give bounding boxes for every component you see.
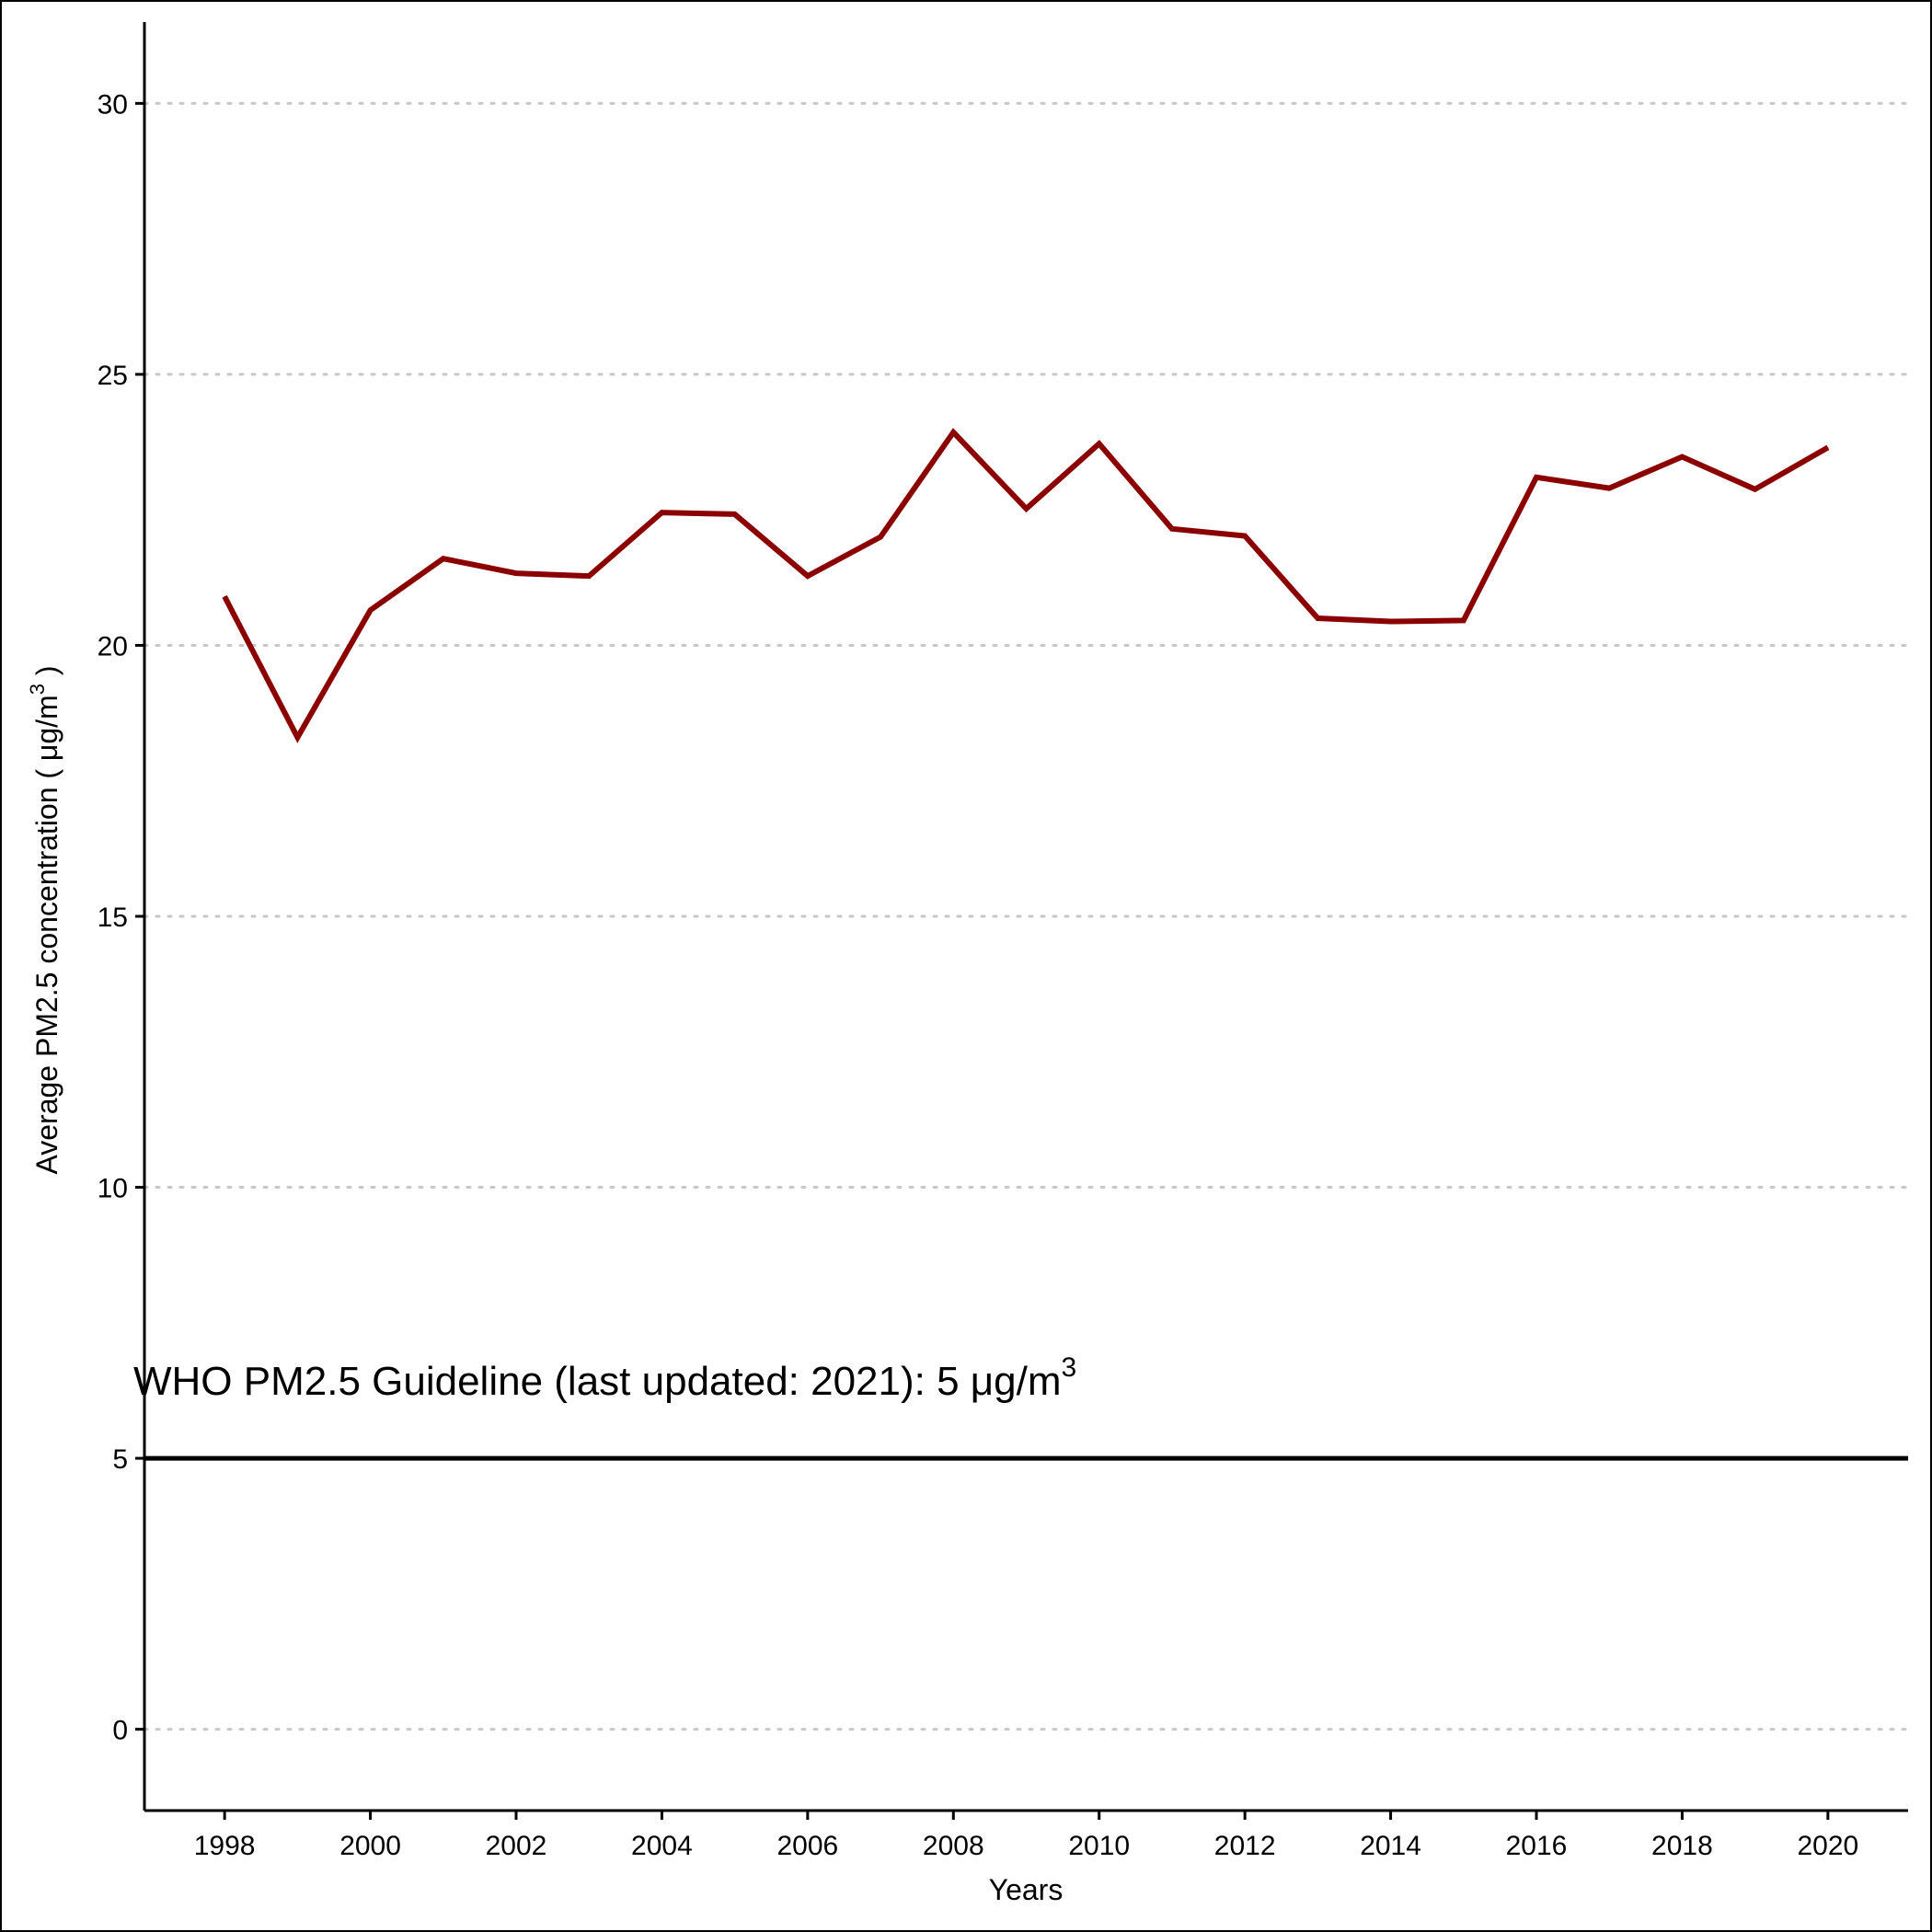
y-tick-label: 5 [112, 1444, 128, 1475]
y-tick-label: 10 [98, 1174, 128, 1204]
y-axis-title-main: Average PM2.5 concentration ( μg/m [30, 695, 63, 1174]
data-point [734, 513, 736, 515]
data-point [1390, 621, 1392, 623]
data-point [224, 595, 225, 597]
data-point [1171, 528, 1173, 530]
x-tick-label: 2008 [923, 1831, 984, 1861]
x-tick-label: 2002 [486, 1831, 547, 1861]
data-point [1244, 535, 1246, 536]
data-point [952, 431, 954, 433]
x-tick-label: 2004 [631, 1831, 693, 1861]
y-tick-label: 25 [98, 361, 128, 391]
data-point [661, 512, 662, 513]
x-axis-title: Years [989, 1873, 1064, 1906]
guideline-annotation-superscript: 3 [1062, 1352, 1077, 1383]
y-tick-label: 20 [98, 631, 128, 661]
data-point [807, 575, 809, 577]
data-point [588, 575, 590, 577]
x-tick-label: 1998 [194, 1831, 256, 1861]
guideline-annotation-main: WHO PM2.5 Guideline (last updated: 2021)… [133, 1359, 1062, 1404]
x-tick-label: 2012 [1214, 1831, 1276, 1861]
x-tick-label: 2018 [1651, 1831, 1713, 1861]
x-tick-label: 2016 [1506, 1831, 1568, 1861]
guideline-annotation: WHO PM2.5 Guideline (last updated: 2021)… [133, 1352, 1076, 1404]
data-point [1681, 455, 1683, 457]
data-point [1317, 617, 1318, 619]
data-point [1026, 508, 1027, 510]
x-tick-label: 2006 [776, 1831, 838, 1861]
data-point [370, 609, 372, 611]
y-tick-label: 30 [98, 89, 128, 120]
x-tick-label: 2014 [1360, 1831, 1421, 1861]
data-point [1608, 488, 1610, 489]
series-group [222, 428, 1830, 743]
y-axis-title-superscript: 3 [26, 684, 49, 695]
y-axis-title-suffix: ) [30, 665, 63, 684]
x-tick-label: 2000 [339, 1831, 401, 1861]
series-line [222, 428, 1830, 743]
data-point [1098, 443, 1100, 444]
data-point [296, 737, 298, 739]
x-tick-label: 2010 [1068, 1831, 1130, 1861]
y-tick-label: 15 [98, 903, 128, 933]
y-tick-label: 0 [112, 1716, 128, 1746]
data-point [880, 536, 881, 538]
x-tick-label: 2020 [1797, 1831, 1858, 1861]
data-point [515, 572, 517, 574]
data-point [1463, 619, 1465, 621]
x-ticks: 1998 2000 2002 2004 2006 2008 2010 2012 2014 2016… [194, 1811, 1858, 1861]
y-axis-title: Average PM2.5 concentration ( μg/m3 ) [26, 665, 63, 1174]
y-ticks: 0 5 10 15 20 25 30 [98, 89, 144, 1746]
gridlines [143, 101, 1910, 1731]
data-point [1827, 446, 1829, 448]
